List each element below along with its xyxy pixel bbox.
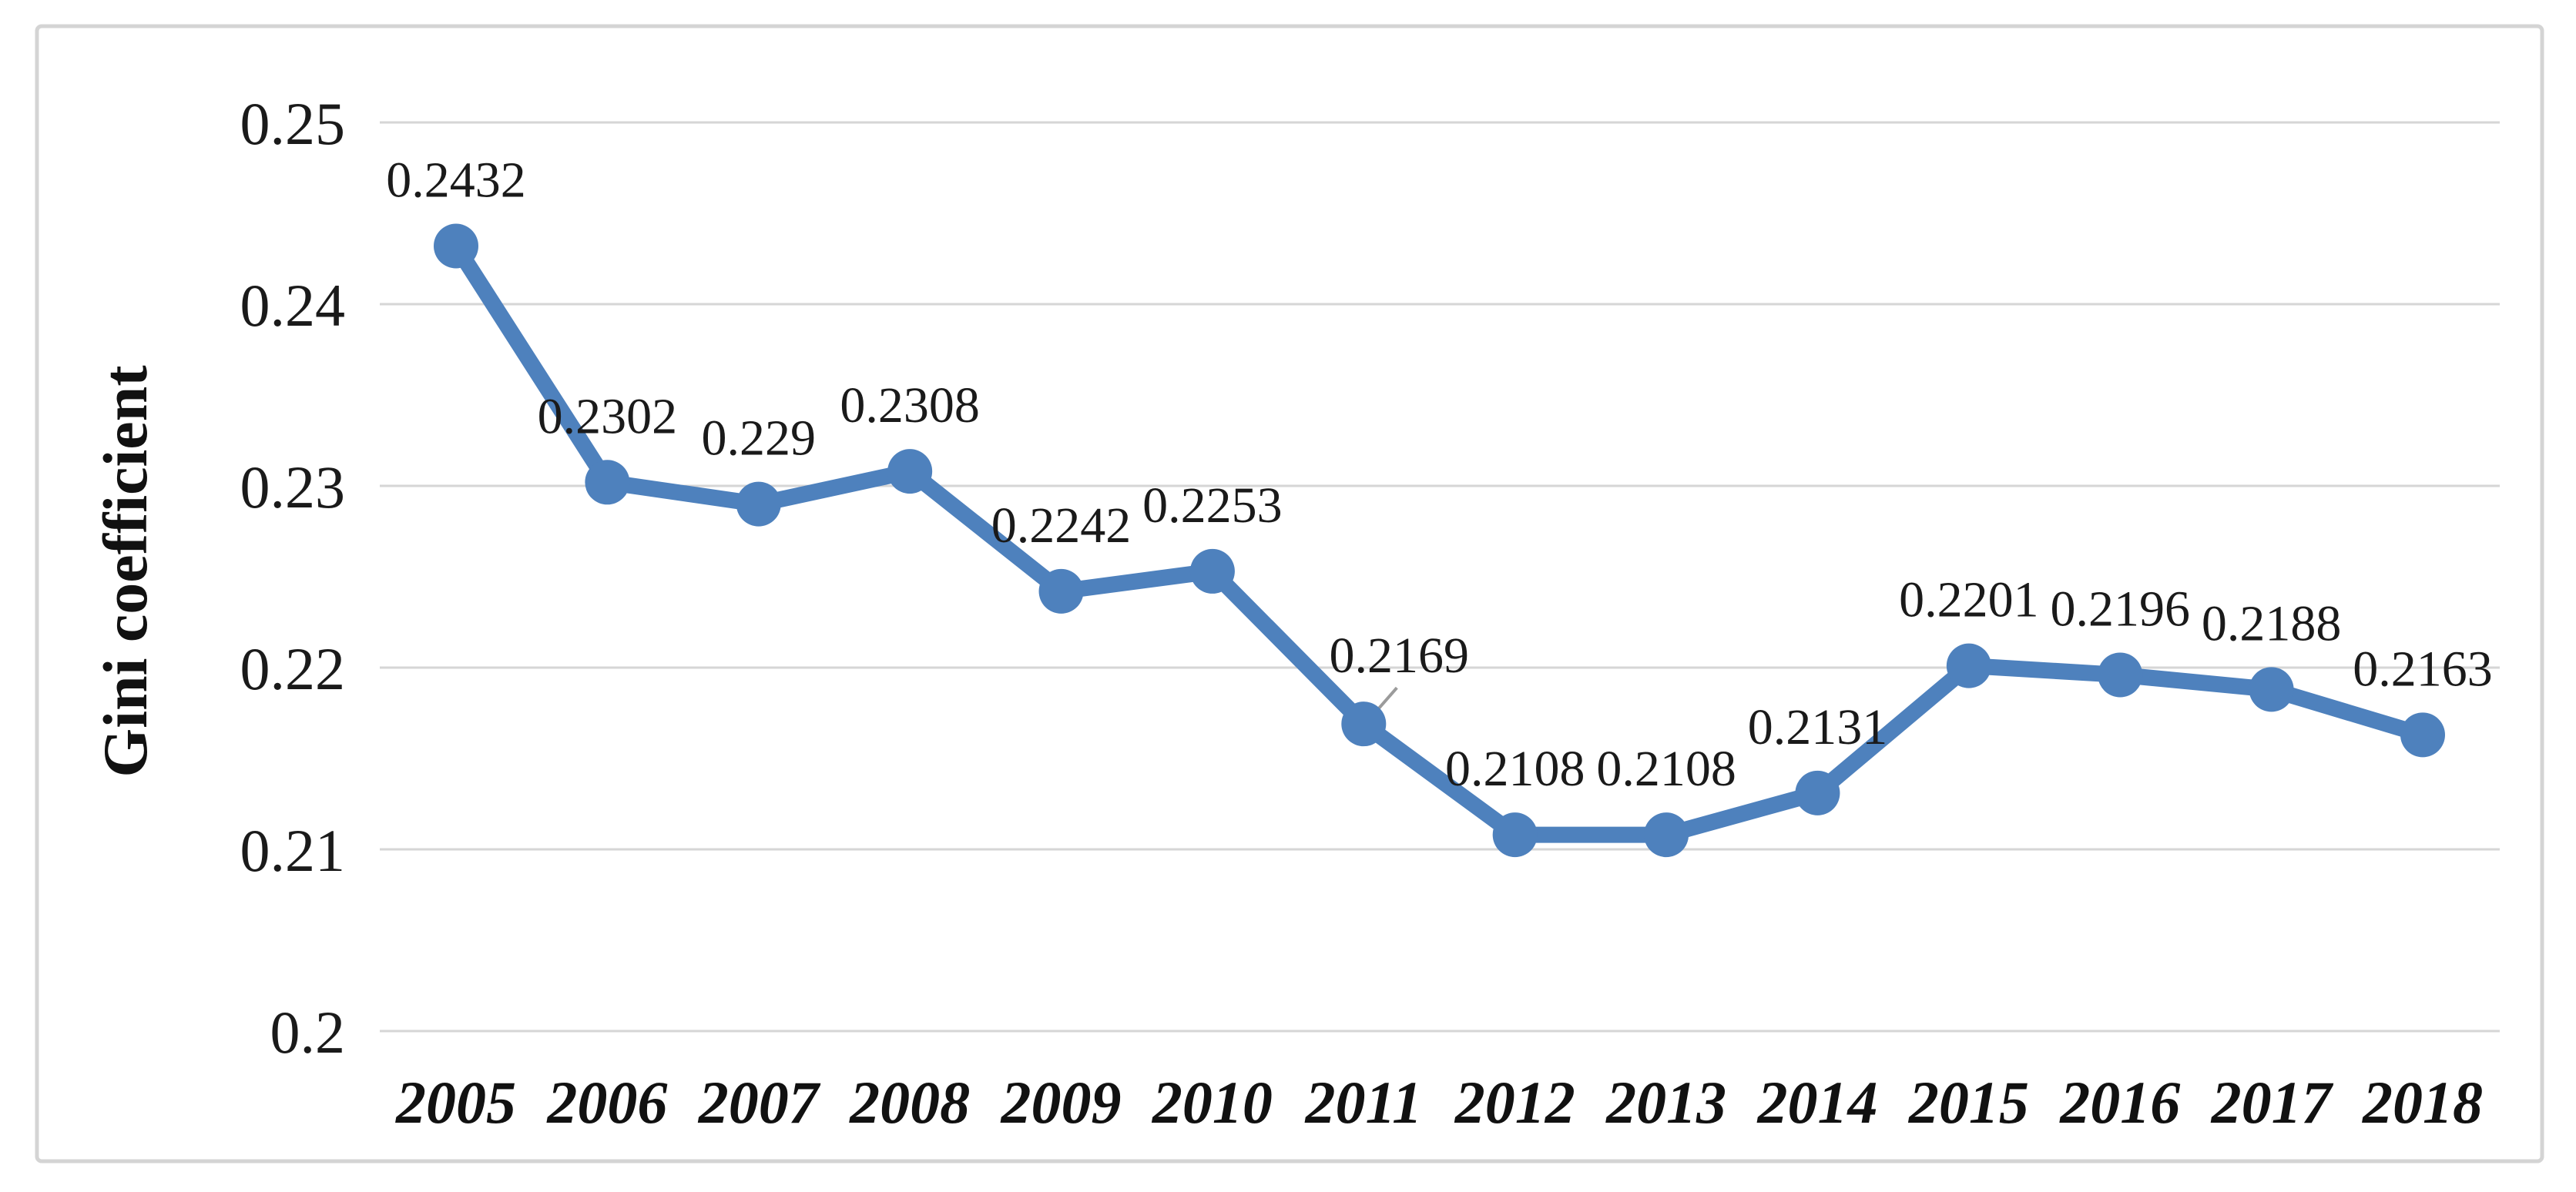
- data-point-label: 0.2169: [1330, 628, 1470, 684]
- x-axis-tick-labels: 2005 2006 2007 2008 2009 2010 2011 2012 2013 2014…: [395, 1069, 2483, 1136]
- data-point-label: 0.2253: [1142, 477, 1283, 534]
- data-point-marker: [1492, 812, 1538, 858]
- data-point-marker: [1038, 568, 1084, 614]
- y-axis-tick-label: 0.23: [240, 454, 346, 521]
- data-point-marker: [1341, 701, 1387, 747]
- data-point-marker: [1795, 770, 1840, 815]
- x-axis-tick-label: 2008: [849, 1069, 970, 1136]
- y-axis-title: Gini coefficient: [90, 365, 160, 777]
- data-point-marker: [2249, 667, 2294, 712]
- data-point-marker: [2098, 652, 2143, 698]
- x-axis-tick-label: 2005: [395, 1069, 516, 1136]
- data-point-label: 0.2163: [2353, 641, 2493, 697]
- x-axis-tick-label: 2010: [1152, 1069, 1273, 1136]
- data-point-marker: [887, 449, 933, 494]
- data-point-label: 0.2188: [2202, 595, 2342, 651]
- y-axis-tick-label: 0.2: [270, 999, 346, 1066]
- data-point-marker: [434, 223, 478, 269]
- data-point-labels: 0.2432 0.2302 0.229 0.2308 0.2242 0.2253 0.216…: [386, 152, 2493, 797]
- data-point-marker: [1644, 812, 1689, 858]
- data-point-label: 0.2242: [991, 497, 1132, 554]
- data-point-label: 0.229: [702, 410, 817, 467]
- x-axis-tick-label: 2018: [2362, 1069, 2483, 1136]
- x-axis-tick-label: 2015: [1908, 1069, 2029, 1136]
- data-point-label: 0.2201: [1899, 572, 2039, 628]
- data-point-label: 0.2108: [1596, 741, 1736, 797]
- y-axis-tick-label: 0.22: [240, 635, 346, 702]
- data-point-marker: [585, 460, 630, 505]
- x-axis-tick-label: 2013: [1605, 1069, 1726, 1136]
- data-point-label: 0.2131: [1748, 699, 1888, 755]
- data-point-label: 0.2432: [386, 152, 526, 208]
- x-axis-tick-label: 2011: [1304, 1069, 1422, 1136]
- data-point-marker: [1189, 548, 1235, 594]
- chart-frame: [35, 24, 2544, 1164]
- data-point-label: 0.2196: [2050, 581, 2190, 637]
- x-axis-tick-label: 2014: [1756, 1069, 1877, 1136]
- y-axis-tick-label: 0.24: [240, 272, 346, 339]
- x-axis-tick-label: 2017: [2211, 1069, 2334, 1136]
- data-point-label: 0.2308: [840, 377, 980, 434]
- data-point-marker: [736, 481, 781, 527]
- x-axis-tick-label: 2007: [698, 1069, 821, 1136]
- x-axis-tick-label: 2012: [1454, 1069, 1575, 1136]
- data-point-label: 0.2108: [1445, 741, 1585, 797]
- y-axis-tick-label: 0.25: [240, 90, 346, 157]
- x-axis-tick-label: 2006: [546, 1069, 667, 1136]
- gridlines: [380, 121, 2500, 1033]
- y-axis-tick-labels: 0.25 0.24 0.23 0.22 0.21 0.2: [240, 90, 346, 1066]
- data-point-label: 0.2302: [538, 388, 678, 444]
- series-polyline: [448, 237, 2431, 843]
- x-axis-tick-label: 2009: [1001, 1069, 1122, 1136]
- line-series: [434, 223, 2445, 858]
- x-axis-tick-label: 2016: [2059, 1069, 2180, 1136]
- y-axis-tick-label: 0.21: [240, 817, 346, 884]
- data-point-marker: [1946, 643, 1991, 688]
- data-point-marker: [2400, 712, 2445, 758]
